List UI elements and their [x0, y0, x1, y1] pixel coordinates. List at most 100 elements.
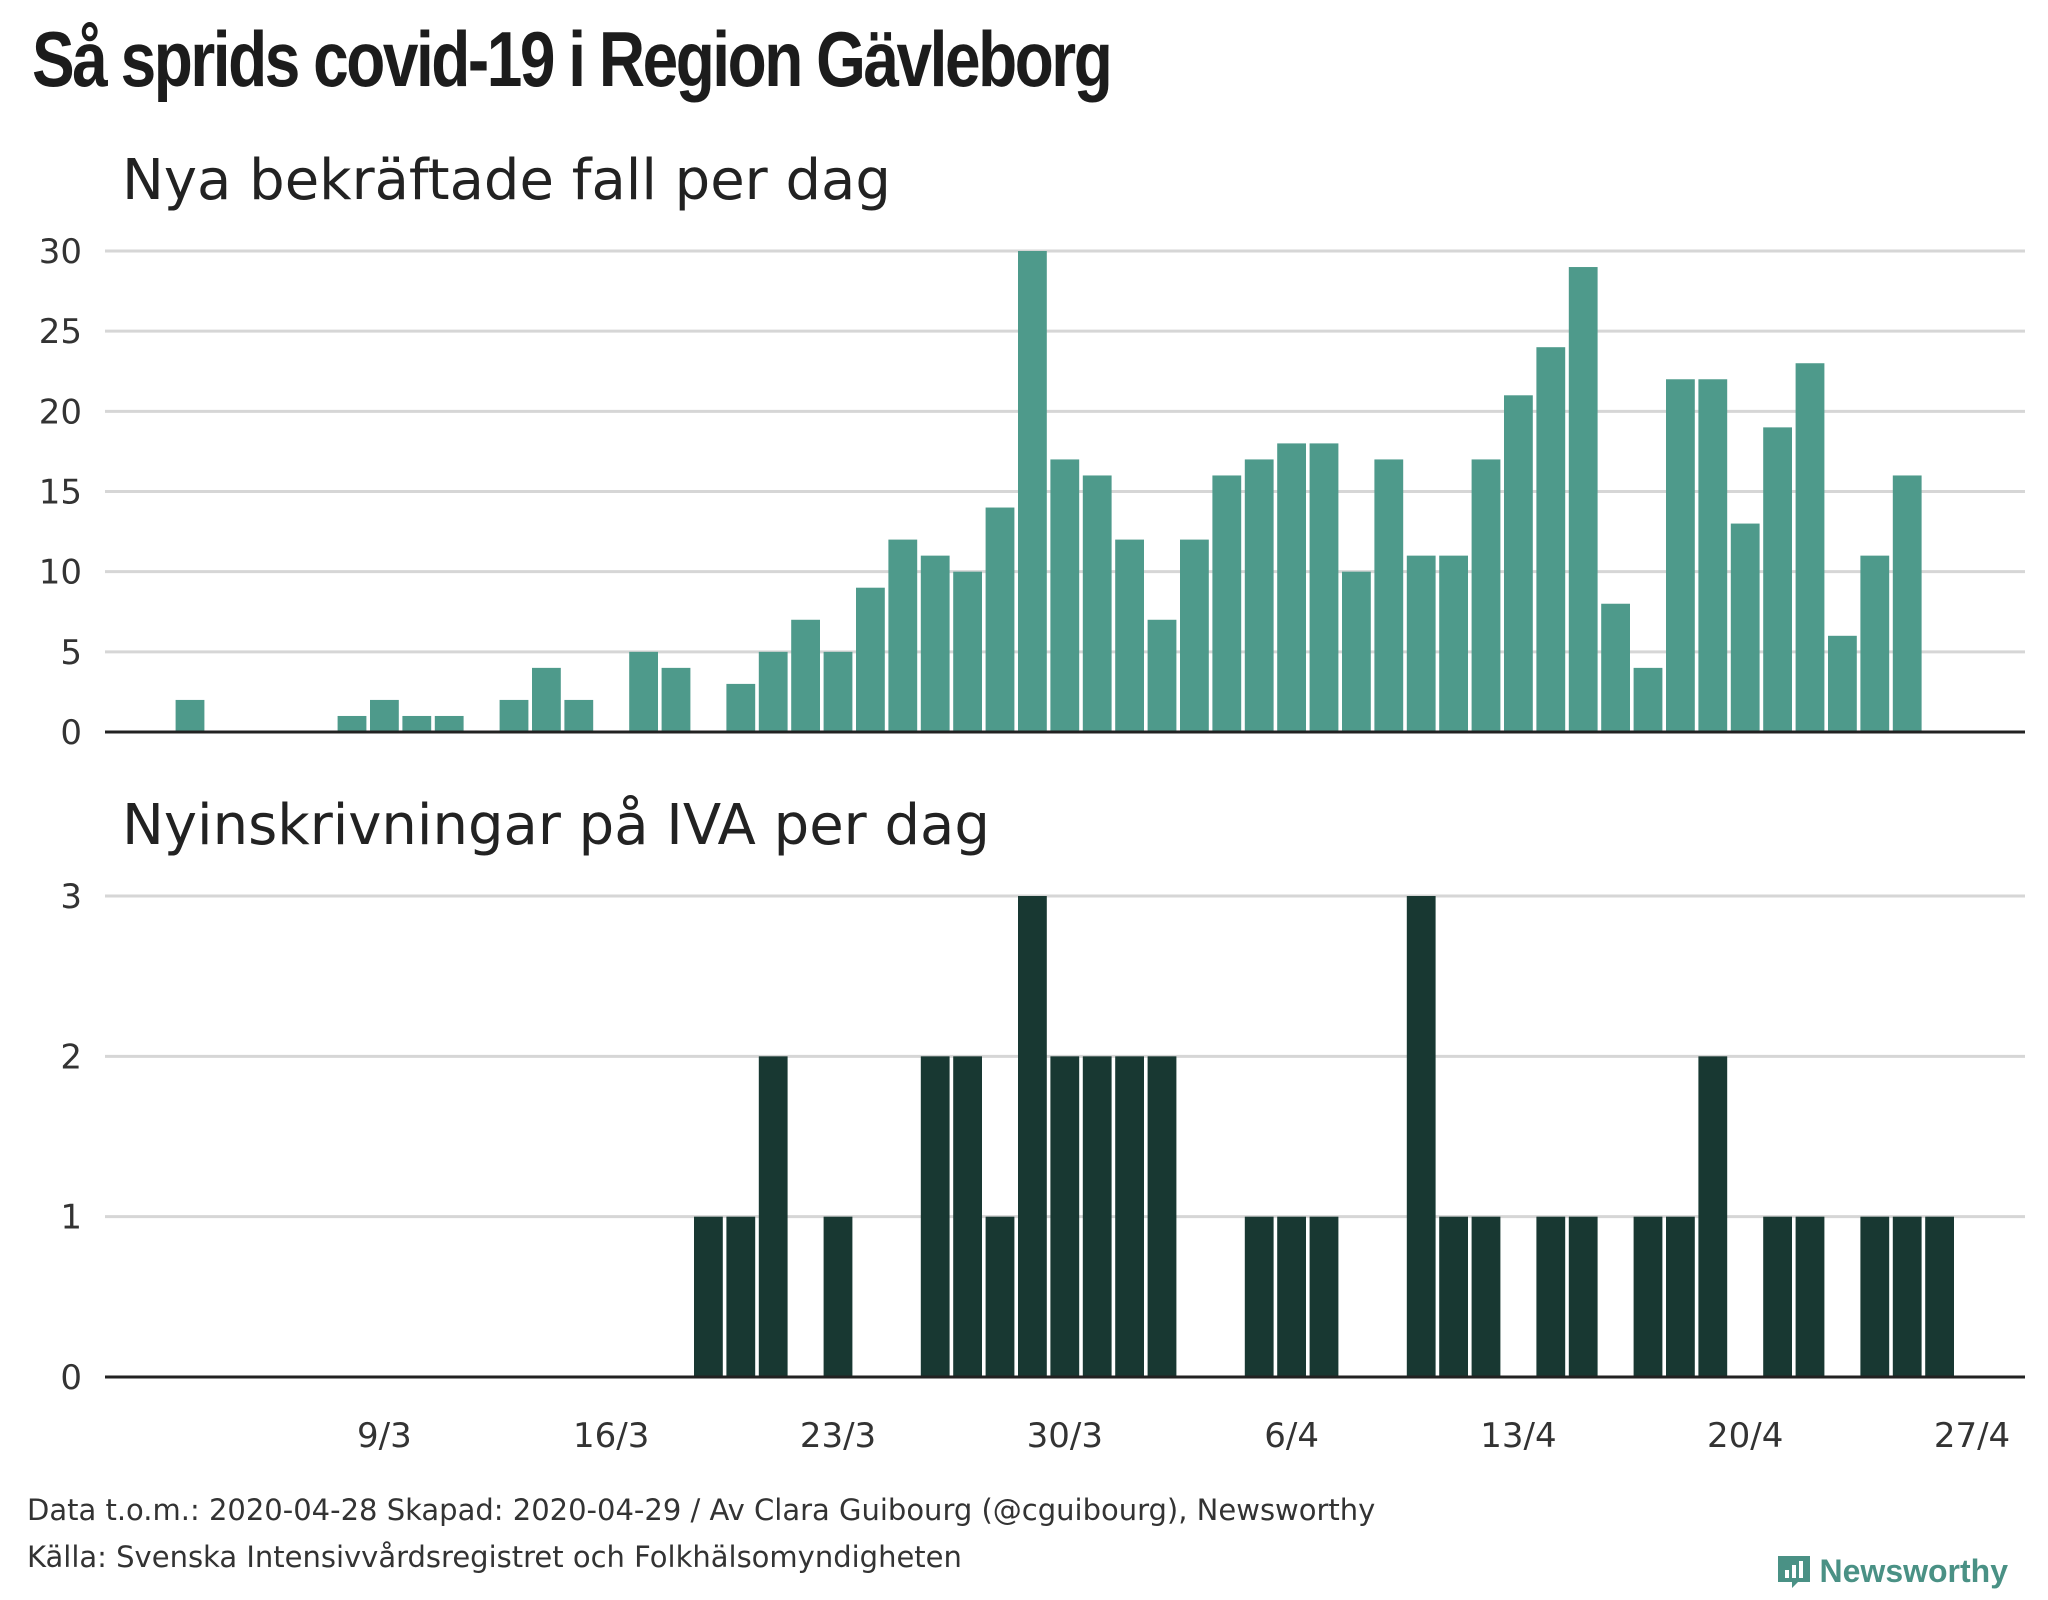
cases-bar: [1666, 379, 1695, 732]
cases-bar: [953, 571, 982, 732]
cases-bar: [1730, 523, 1760, 732]
footer-source: Källa: Svenska Intensivvårdsregistret oc…: [27, 1540, 962, 1574]
icu-bar: [694, 1216, 723, 1377]
icu-bar: [1471, 1216, 1501, 1377]
icu-bar: [758, 1056, 788, 1377]
cases-bar: [1309, 443, 1339, 732]
cases-bar: [1212, 475, 1242, 732]
icu-x-tick-label: 23/3: [800, 1416, 876, 1456]
icu-bar: [985, 1216, 1015, 1377]
cases-bar: [337, 715, 367, 732]
cases-bar: [1471, 459, 1501, 732]
cases-bar: [1244, 459, 1274, 732]
cases-bar: [1568, 267, 1598, 732]
cases-bar: [758, 651, 788, 732]
cases-bar: [856, 587, 885, 732]
cases-bar: [823, 651, 853, 732]
icu-bar: [1309, 1216, 1339, 1377]
cases-bar: [1018, 251, 1047, 732]
newsworthy-logo-icon: [1777, 1555, 1810, 1588]
cases-y-tick-label: 20: [39, 392, 82, 432]
cases-bar: [1180, 539, 1209, 732]
cases-bar: [1504, 395, 1533, 732]
icu-bar: [1277, 1216, 1306, 1377]
logo-text: Newsworthy: [1819, 1553, 2008, 1589]
cases-y-tick-label: 5: [60, 633, 82, 673]
icu-x-tick-label: 13/4: [1480, 1416, 1556, 1456]
cases-bar: [402, 715, 432, 732]
cases-bar: [1082, 475, 1112, 732]
icu-bar: [1925, 1216, 1954, 1377]
cases-bar: [1050, 459, 1080, 732]
cases-bar: [791, 619, 820, 732]
icu-bar: [1244, 1216, 1274, 1377]
cases-y-tick-label: 10: [39, 553, 82, 593]
cases-bar: [629, 651, 658, 732]
cases-bar: [1795, 363, 1825, 732]
icu-bar: [1795, 1216, 1825, 1377]
cases-bar: [1763, 427, 1792, 732]
icu-bar-chart: 0 1 2 3 9/3 16/3 23/3 30/3 6/4 13/4 20/4 27/4: [60, 877, 2025, 1456]
cases-y-tick-label: 25: [39, 312, 82, 352]
cases-y-tick-label: 0: [60, 713, 82, 753]
icu-x-tick-label: 9/3: [357, 1416, 412, 1456]
icu-bar: [1018, 896, 1047, 1377]
newsworthy-logo[interactable]: Newsworthy: [1776, 1553, 2008, 1590]
cases-y-tick-label: 15: [39, 473, 82, 513]
cases-bar: [1828, 635, 1857, 732]
icu-bar: [1406, 896, 1436, 1377]
cases-bar: [1342, 571, 1371, 732]
icu-x-tick-label: 30/3: [1027, 1416, 1103, 1456]
cases-bar: [532, 667, 561, 732]
cases-bar: [1115, 539, 1144, 732]
cases-bar: [1536, 347, 1566, 732]
cases-bar: [920, 555, 950, 732]
cases-bar: [726, 683, 756, 732]
cases-bar: [1439, 555, 1468, 732]
icu-bar: [953, 1056, 982, 1377]
icu-y-tick-label: 2: [60, 1037, 82, 1077]
cases-bar: [1277, 443, 1306, 732]
cases-bar: [1892, 475, 1922, 732]
cases-bar: [499, 699, 529, 732]
icu-y-tick-label: 0: [60, 1358, 82, 1398]
cases-bar: [888, 539, 918, 732]
cases-bar: [1860, 555, 1890, 732]
icu-x-tick-label: 20/4: [1707, 1416, 1783, 1456]
icu-bar: [1698, 1056, 1728, 1377]
icu-bar: [920, 1056, 950, 1377]
cases-bar: [434, 715, 464, 732]
icu-x-tick-label: 27/4: [1934, 1416, 2010, 1456]
icu-bar: [1763, 1216, 1792, 1377]
icu-y-tick-label: 1: [60, 1198, 82, 1238]
cases-bar: [1698, 379, 1728, 732]
cases-bar: [1147, 619, 1177, 732]
icu-bar: [1568, 1216, 1598, 1377]
cases-bar: [661, 667, 691, 732]
cases-bar-chart: 0 5 10 15 20 25 30: [39, 232, 2025, 753]
icu-bar: [1147, 1056, 1177, 1377]
icu-bar: [1860, 1216, 1890, 1377]
cases-bar: [175, 699, 205, 732]
icu-bar: [1115, 1056, 1144, 1377]
cases-bar: [564, 699, 594, 732]
footer-credits: Data t.o.m.: 2020-04-28 Skapad: 2020-04-…: [27, 1493, 1376, 1527]
cases-bar: [1406, 555, 1436, 732]
icu-x-tick-label: 16/3: [573, 1416, 649, 1456]
cases-bar: [1633, 667, 1663, 732]
cases-bar: [1601, 603, 1630, 732]
icu-bar: [823, 1216, 853, 1377]
cases-y-tick-label: 30: [39, 232, 82, 272]
icu-chart-subtitle: Nyinskrivningar på IVA per dag: [122, 793, 990, 858]
icu-bar: [1666, 1216, 1695, 1377]
icu-x-tick-label: 6/4: [1264, 1416, 1319, 1456]
cases-bar: [1374, 459, 1404, 732]
cases-chart-subtitle: Nya bekräftade fall per dag: [122, 148, 891, 213]
icu-bar: [1050, 1056, 1080, 1377]
icu-bar: [1633, 1216, 1663, 1377]
cases-bar: [985, 507, 1015, 732]
icu-bar: [1082, 1056, 1112, 1377]
icu-bar: [1536, 1216, 1566, 1377]
icu-bar: [1892, 1216, 1922, 1377]
